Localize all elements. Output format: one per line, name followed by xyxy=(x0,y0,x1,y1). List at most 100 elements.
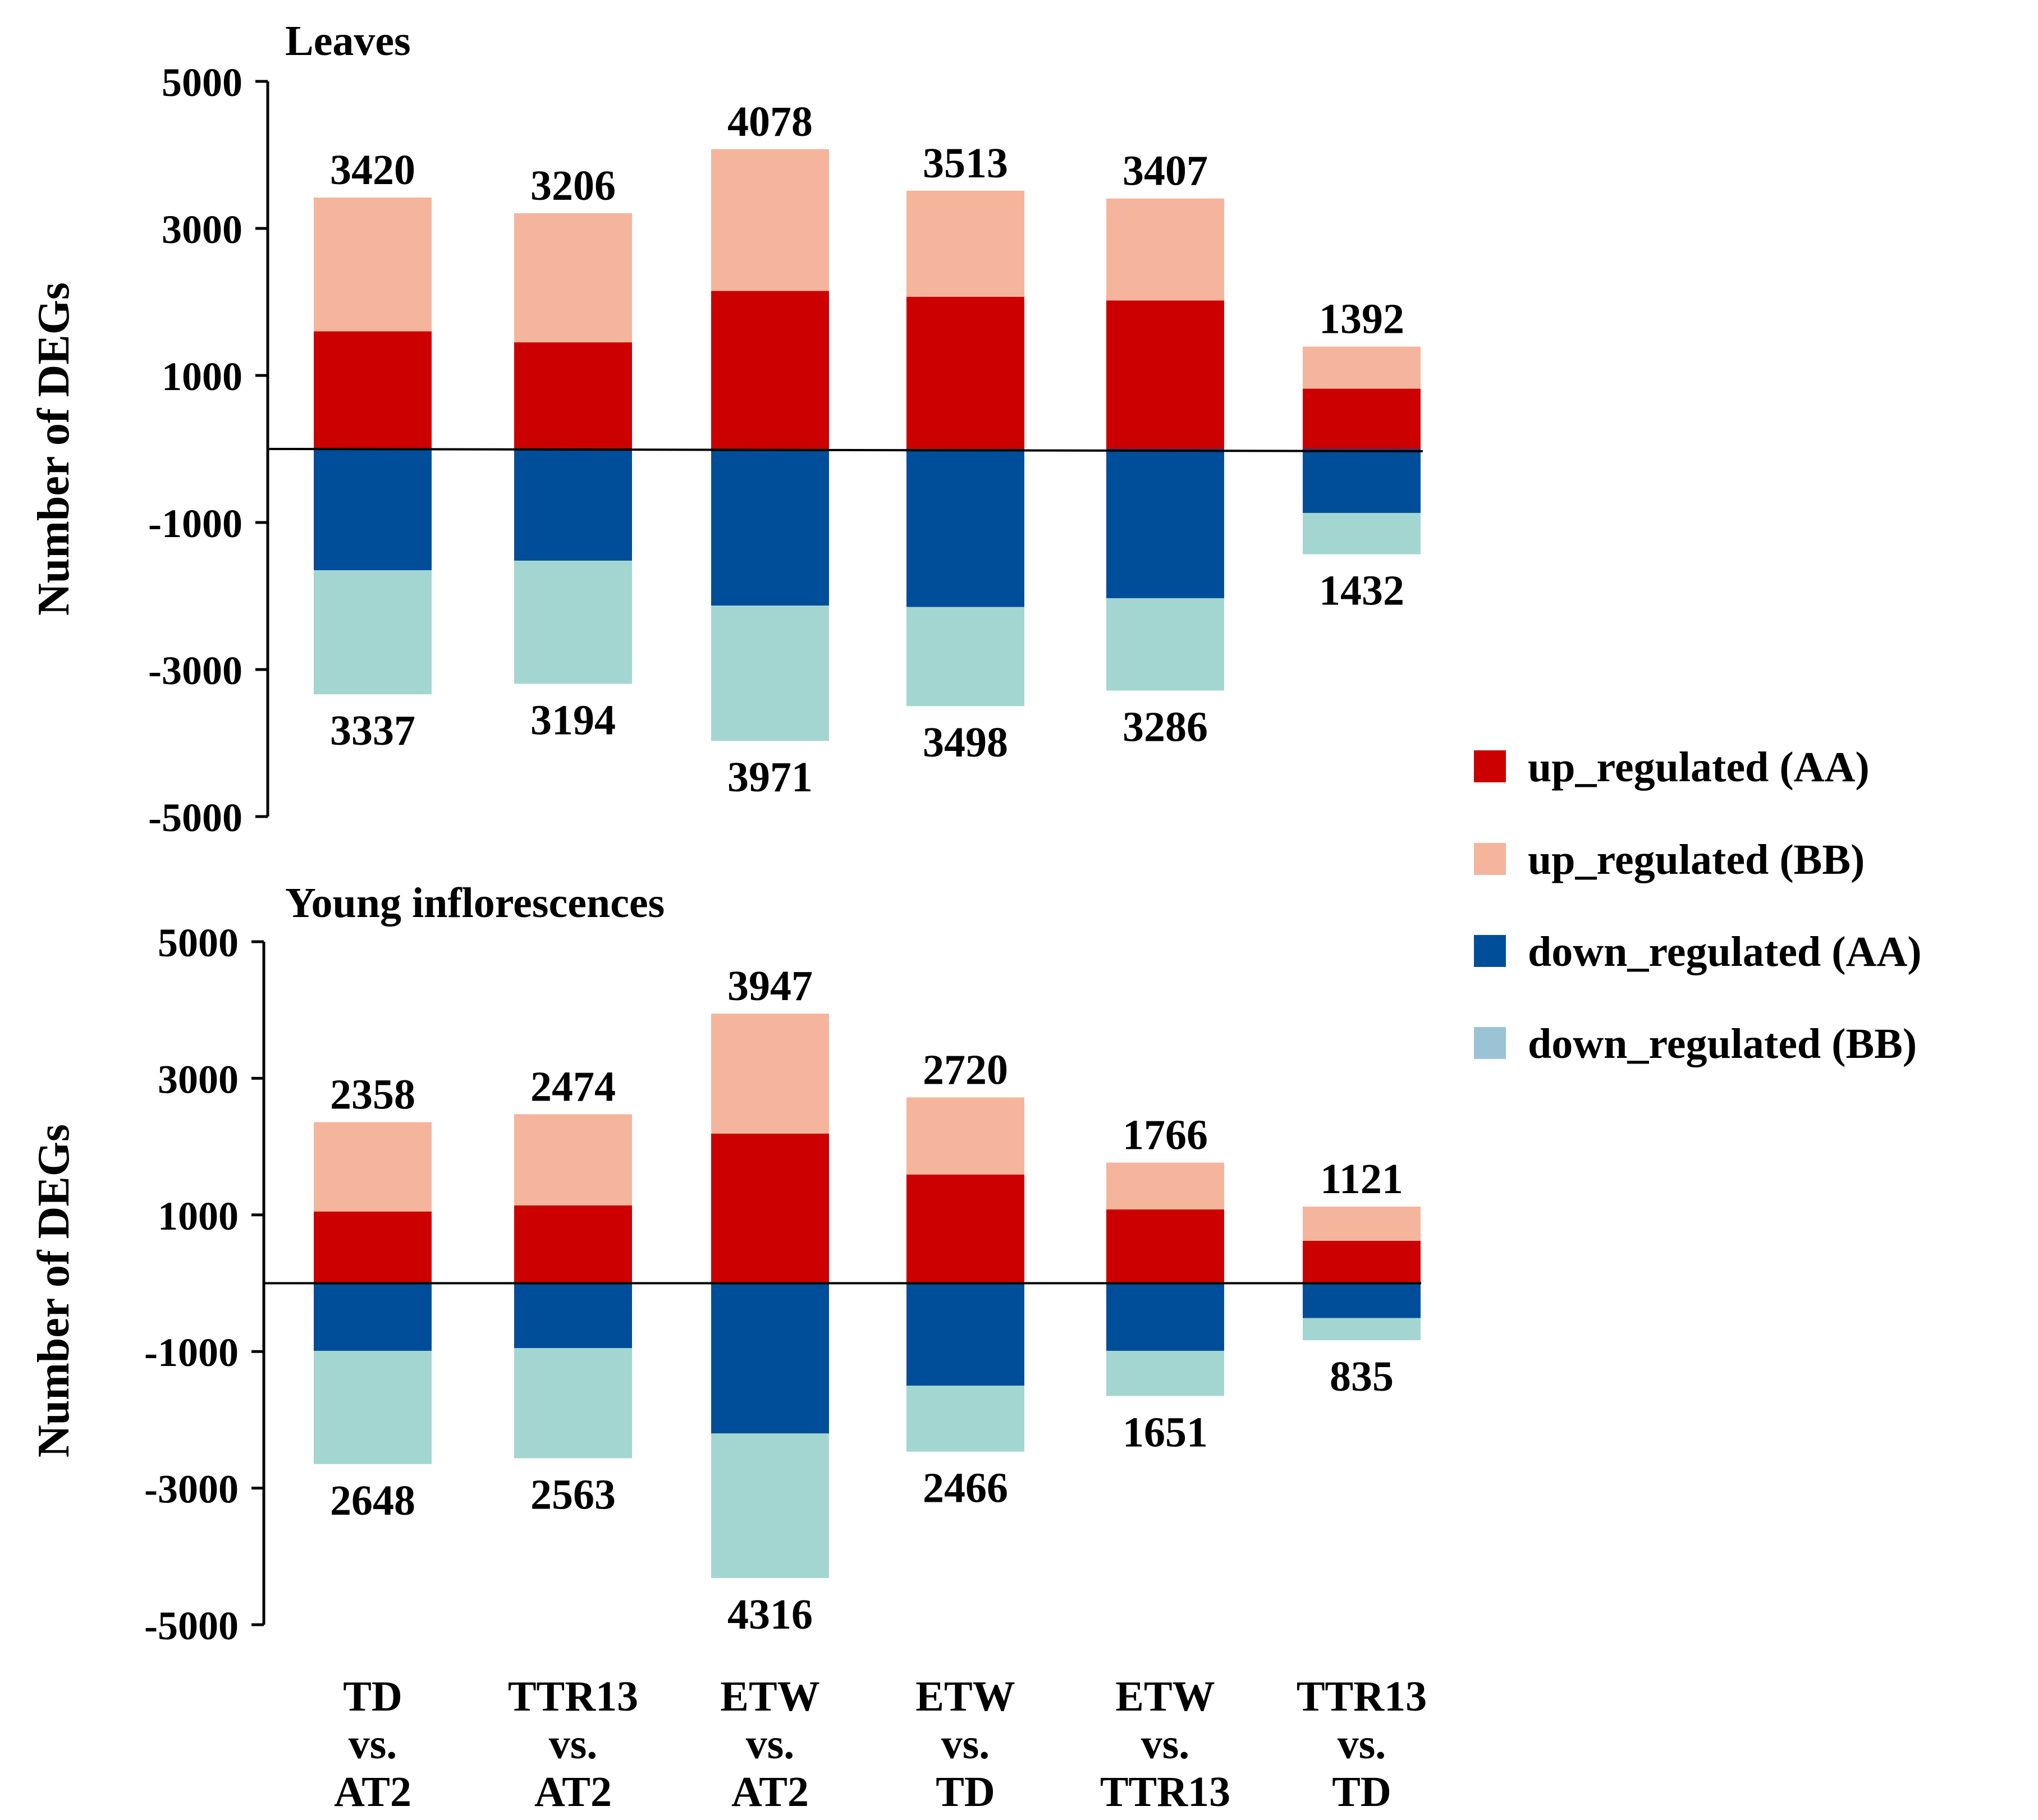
leaves-bars xyxy=(267,149,1423,741)
inflorescence-bars xyxy=(264,1014,1421,1578)
bar-up-aa xyxy=(906,296,1024,449)
y-tick-label: -5000 xyxy=(148,795,242,840)
y-tick-label: -3000 xyxy=(144,1467,239,1512)
bar-down-aa xyxy=(1303,449,1421,513)
down-total-label: 3286 xyxy=(1123,703,1208,750)
up-total-label: 3206 xyxy=(530,162,616,209)
y-tick-label: -1000 xyxy=(144,1330,239,1375)
down-total-label: 3498 xyxy=(923,719,1008,766)
legend-item-up-aa: up_regulated (AA) xyxy=(1474,744,1870,791)
legend-label-down-bb: down_regulated (BB) xyxy=(1528,1020,1917,1067)
y-tick-label: 1000 xyxy=(158,1194,239,1239)
leaves-y-axis: 5000 3000 1000 -1000 -3000 -5000 xyxy=(148,60,269,840)
bar-down-aa xyxy=(711,1283,829,1434)
inflorescence-title: Young inflorescences xyxy=(285,879,665,927)
bar-down-aa xyxy=(314,449,432,571)
bar-down-bb xyxy=(514,1348,632,1459)
bar-down-bb xyxy=(1106,1350,1224,1396)
y-tick-label: 5000 xyxy=(162,60,242,105)
bar-up-bb xyxy=(514,1114,632,1205)
up-total-label: 3420 xyxy=(330,146,415,194)
x-category-label: ETW xyxy=(720,1673,819,1720)
inflorescence-panel: Young inflorescences Number of DEGs 5000… xyxy=(29,879,1421,1648)
inflorescence-y-axis: 5000 3000 1000 -1000 -3000 -5000 xyxy=(144,920,265,1648)
x-axis-category-labels: TDvs.AT2TTR13vs.AT2ETWvs.AT2ETWvs.TDETWv… xyxy=(334,1673,1427,1816)
x-category-label: vs. xyxy=(941,1721,990,1768)
legend-label-up-bb: up_regulated (BB) xyxy=(1528,836,1865,883)
up-total-label: 2358 xyxy=(330,1071,415,1118)
down-total-label: 1432 xyxy=(1319,567,1404,615)
bar-down-bb xyxy=(1303,512,1421,554)
bar-down-aa xyxy=(1106,1283,1224,1351)
leaves-total-labels: 3420 3337 3206 3194 4078 3971 3513 3498 3407 3286… xyxy=(330,98,1404,801)
leaves-panel: Leaves Number of DEGs 5000 3000 1000 -1000 -… xyxy=(29,17,1423,840)
bar-up-bb xyxy=(1303,346,1421,389)
bar-up-bb xyxy=(711,149,829,291)
up-total-label: 3947 xyxy=(727,962,813,1010)
x-category-label: ETW xyxy=(915,1673,1015,1720)
bar-up-aa xyxy=(314,331,432,449)
x-category-label: TD xyxy=(936,1768,995,1816)
legend-item-down-bb: down_regulated (BB) xyxy=(1474,1020,1917,1067)
y-tick-label: 5000 xyxy=(158,920,239,965)
down-total-label: 2648 xyxy=(330,1477,415,1524)
bar-up-bb xyxy=(314,1122,432,1212)
up-total-label: 3513 xyxy=(923,140,1008,187)
legend-swatch-down-bb xyxy=(1474,1027,1506,1059)
bar-up-aa xyxy=(711,1133,829,1283)
up-total-label: 1766 xyxy=(1123,1112,1208,1159)
bar-down-bb xyxy=(314,1350,432,1464)
x-category-label: TTR13 xyxy=(1100,1768,1230,1816)
leaves-title: Leaves xyxy=(285,17,411,65)
bar-up-bb xyxy=(1303,1207,1421,1241)
up-total-label: 1121 xyxy=(1320,1156,1403,1203)
bar-down-aa xyxy=(1106,449,1224,598)
down-total-label: 2563 xyxy=(530,1471,616,1518)
down-total-label: 3971 xyxy=(727,754,813,801)
down-total-label: 2466 xyxy=(923,1465,1008,1512)
bar-down-bb xyxy=(514,561,632,684)
bar-up-aa xyxy=(906,1174,1024,1283)
zero-baseline xyxy=(267,448,1423,452)
down-total-label: 1651 xyxy=(1123,1409,1208,1456)
legend-item-up-bb: up_regulated (BB) xyxy=(1474,836,1865,883)
down-total-label: 3194 xyxy=(530,696,616,744)
bar-up-aa xyxy=(514,1205,632,1283)
x-category-label: TD xyxy=(343,1673,402,1720)
bar-down-aa xyxy=(514,1283,632,1349)
bar-up-bb xyxy=(314,197,432,332)
y-tick-label: 3000 xyxy=(158,1057,239,1102)
y-tick-label: -1000 xyxy=(148,501,242,546)
legend-swatch-up-bb xyxy=(1474,843,1506,875)
leaves-ylabel: Number of DEGs xyxy=(29,282,79,616)
bar-down-bb xyxy=(1303,1318,1421,1341)
bar-up-bb xyxy=(1106,1162,1224,1210)
y-tick-label: -3000 xyxy=(148,648,242,693)
bar-down-aa xyxy=(314,1283,432,1351)
bar-down-bb xyxy=(906,607,1024,707)
bar-up-bb xyxy=(1106,198,1224,301)
y-tick-label: 1000 xyxy=(162,354,242,399)
bar-down-bb xyxy=(314,570,432,695)
x-category-label: vs. xyxy=(549,1721,598,1768)
x-category-label: vs. xyxy=(1141,1721,1190,1768)
bar-up-bb xyxy=(906,190,1024,297)
x-category-label: ETW xyxy=(1115,1673,1215,1720)
inflorescence-total-labels: 2358 2648 2474 2563 3947 4316 2720 2466 1766 1651… xyxy=(330,962,1403,1638)
bar-up-bb xyxy=(906,1097,1024,1175)
legend: up_regulated (AA) up_regulated (BB) down… xyxy=(1474,744,1922,1067)
bar-down-bb xyxy=(711,606,829,741)
down-total-label: 4316 xyxy=(727,1591,813,1638)
up-total-label: 2474 xyxy=(530,1063,616,1110)
bar-down-aa xyxy=(906,1283,1024,1386)
x-category-label: AT2 xyxy=(731,1768,809,1816)
x-category-label: TTR13 xyxy=(1297,1673,1427,1720)
x-category-label: TD xyxy=(1332,1768,1391,1816)
legend-swatch-up-aa xyxy=(1474,750,1506,782)
x-category-label: vs. xyxy=(1338,1721,1386,1768)
bar-up-aa xyxy=(1106,1209,1224,1283)
bar-up-aa xyxy=(514,342,632,449)
x-category-label: TTR13 xyxy=(508,1673,638,1720)
bar-up-aa xyxy=(1303,1241,1421,1283)
